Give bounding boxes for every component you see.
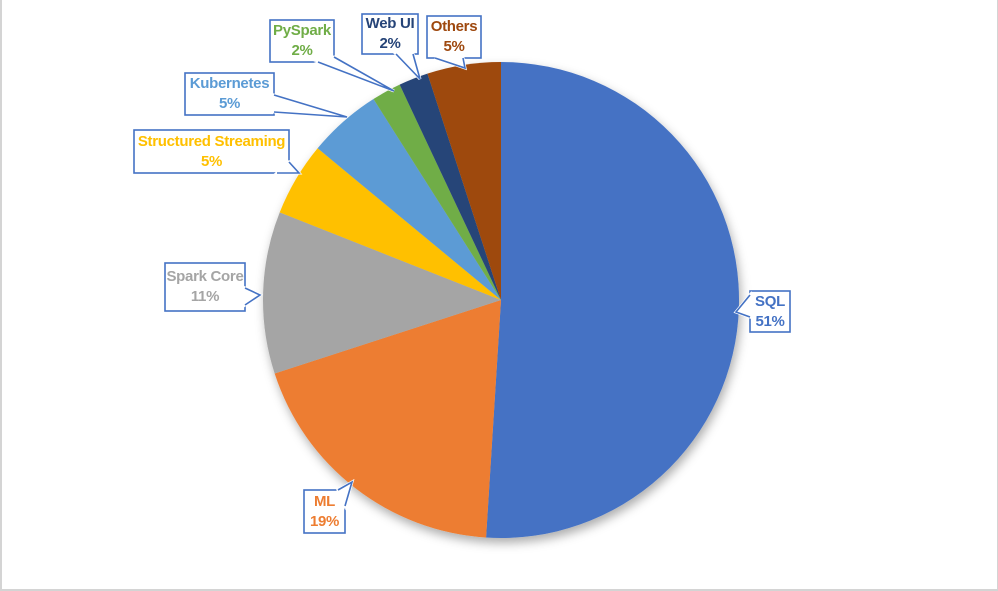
- callout-pointer-outline: [273, 94, 348, 118]
- pie-slice-ml: [274, 300, 501, 538]
- pie-slice-spark-core: [262, 212, 501, 374]
- callout-box-border: [749, 290, 791, 333]
- callout-pointer-outline: [337, 480, 354, 507]
- callout-pointer-outline: [434, 57, 467, 70]
- callout-pointer-outline: [734, 294, 751, 318]
- pie-slice-sql: [486, 62, 740, 538]
- callout-box-border: [361, 13, 419, 55]
- callout-pointer-outline: [244, 287, 262, 306]
- pie-slice-pyspark: [373, 84, 501, 301]
- callout-box-border: [303, 489, 346, 534]
- callout-pointer-outline: [277, 161, 301, 174]
- callout-box-border: [426, 15, 482, 59]
- callout-shapes-group: [133, 13, 791, 534]
- pie-slice-others: [427, 62, 501, 300]
- callout-box-border: [164, 262, 246, 312]
- callout-box-border: [133, 129, 290, 174]
- pie-slice-web-ui: [399, 73, 501, 301]
- callout-box-border: [184, 72, 275, 116]
- pie-slice-structured-streaming: [279, 148, 501, 300]
- callout-pointer-outline: [317, 56, 395, 92]
- pie-slices-group: [262, 62, 740, 538]
- callout-pointer-outline: [395, 53, 421, 80]
- callout-box-border: [269, 19, 335, 63]
- pie-slice-kubernetes: [317, 99, 501, 300]
